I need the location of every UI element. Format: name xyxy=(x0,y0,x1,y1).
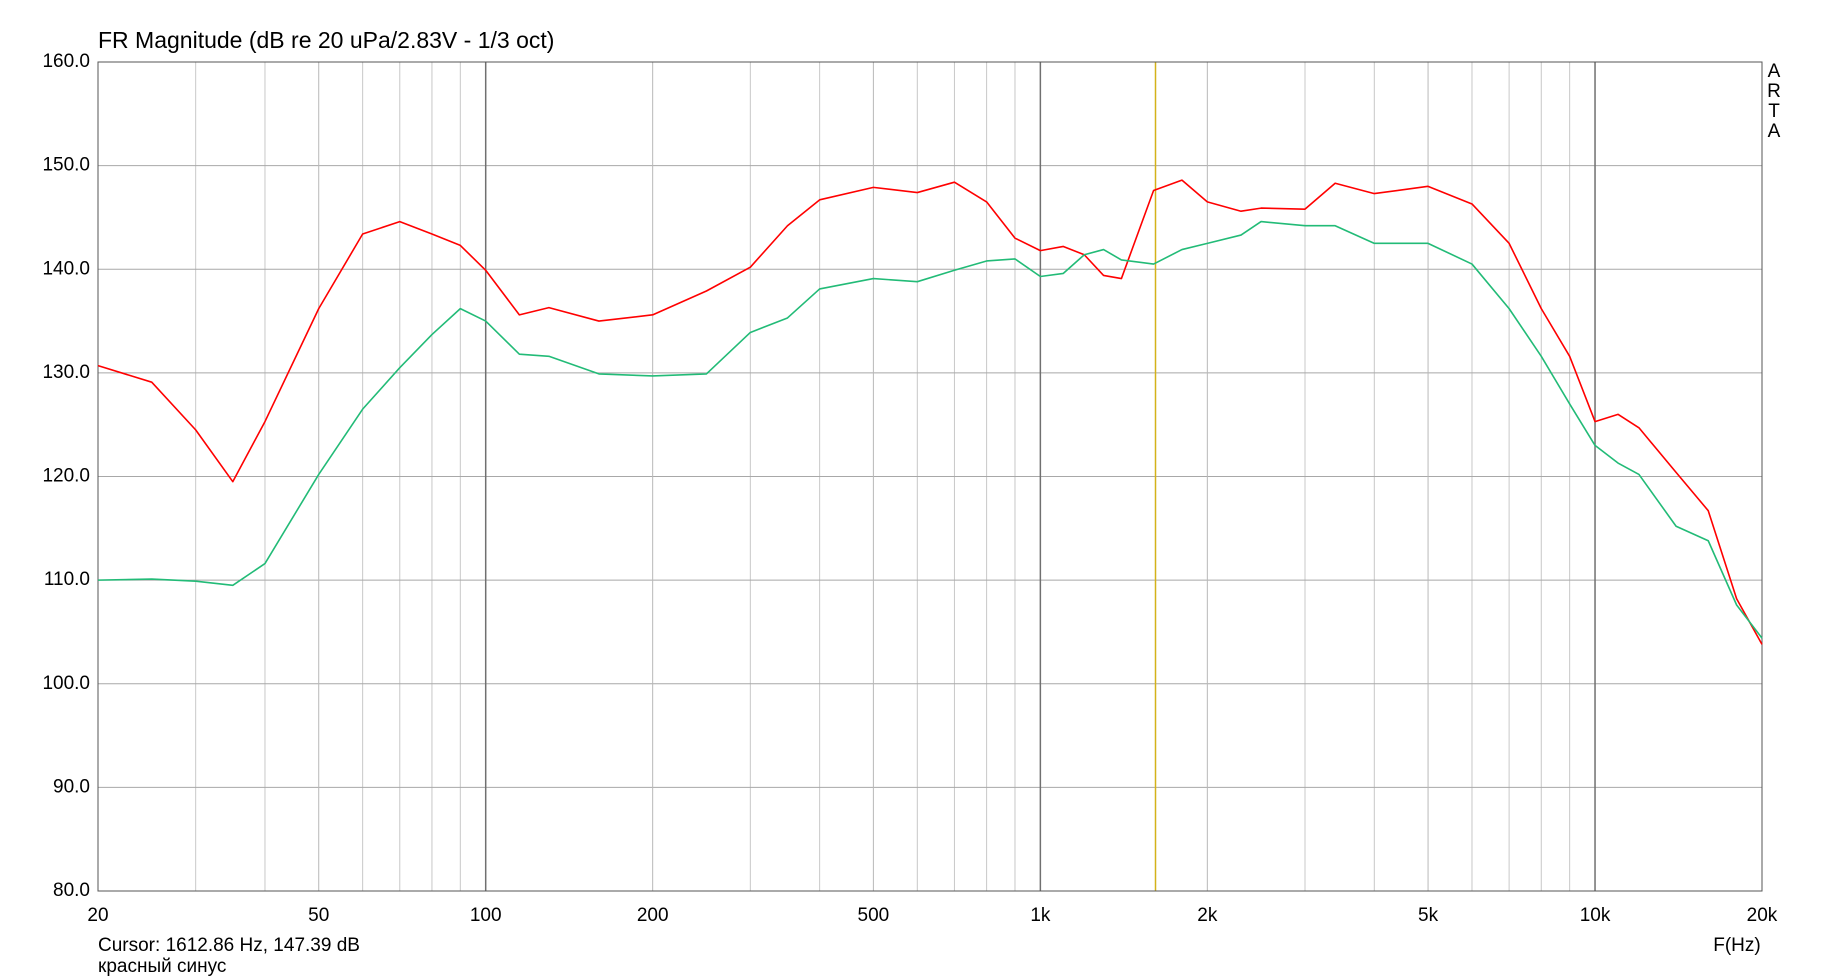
x-tick-label: 5k xyxy=(1418,905,1439,926)
y-tick-label: 150.0 xyxy=(42,155,90,176)
y-tick-label: 140.0 xyxy=(42,258,90,279)
y-tick-label: 80.0 xyxy=(53,880,90,901)
x-tick-label: 50 xyxy=(308,905,329,926)
y-tick-label: 160.0 xyxy=(42,51,90,72)
watermark-letter: T xyxy=(1768,101,1780,122)
x-tick-label: 100 xyxy=(470,905,502,926)
series-line xyxy=(97,179,1763,645)
watermark-letter: A xyxy=(1768,61,1781,82)
x-axis-label: F(Hz) xyxy=(1713,935,1760,956)
y-tick-label: 100.0 xyxy=(42,673,90,694)
y-tick-label: 110.0 xyxy=(44,569,90,590)
cursor-readout: Cursor: 1612.86 Hz, 147.39 dB xyxy=(98,935,360,956)
watermark-letter: A xyxy=(1768,121,1781,142)
note: красный синус xyxy=(98,956,226,977)
y-tick-label: 90.0 xyxy=(53,776,90,797)
x-tick-label: 200 xyxy=(637,905,669,926)
y-tick-label: 120.0 xyxy=(42,466,90,487)
plot-frame xyxy=(97,61,1763,892)
y-tick-label: 130.0 xyxy=(42,362,90,383)
x-tick-label: 20k xyxy=(1747,905,1778,926)
x-tick-label: 10k xyxy=(1580,905,1611,926)
chart-title: FR Magnitude (dB re 20 uPa/2.83V - 1/3 o… xyxy=(98,27,554,53)
x-tick-label: 2k xyxy=(1197,905,1218,926)
watermark-letter: R xyxy=(1767,81,1781,102)
series-line xyxy=(97,220,1763,639)
x-tick-label: 1k xyxy=(1030,905,1051,926)
x-tick-label: 20 xyxy=(87,905,108,926)
x-tick-label: 500 xyxy=(858,905,890,926)
